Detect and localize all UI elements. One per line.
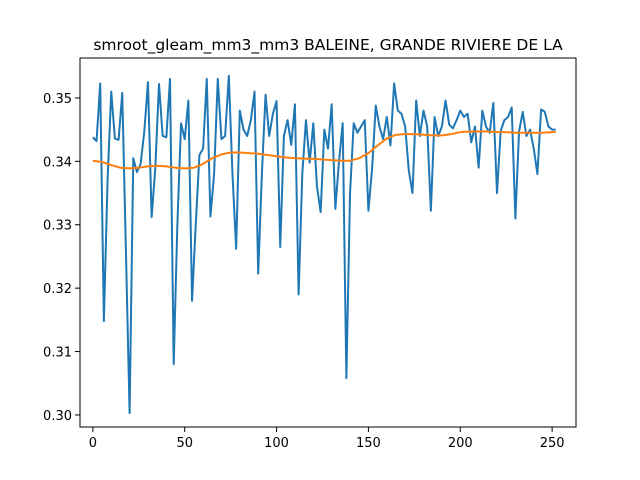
y-tick-label: 0.32 [43, 282, 72, 297]
x-tick-label: 100 [264, 436, 289, 451]
plot-frame [79, 57, 577, 428]
y-tick-label: 0.31 [43, 346, 72, 361]
series-line-2 [92, 130, 556, 170]
y-tick-label: 0.33 [43, 219, 72, 234]
x-tick-label: 250 [540, 436, 565, 451]
x-axis: 0 50 100 150 200 250 [89, 427, 565, 451]
x-tick-label: 50 [176, 436, 193, 451]
y-tick-label: 0.34 [43, 155, 72, 170]
chart-title: smroot_gleam_mm3_mm3 BALEINE, GRANDE RIV… [93, 36, 563, 55]
x-tick-label: 150 [356, 436, 381, 451]
x-tick-label: 0 [89, 436, 97, 451]
y-tick-label: 0.30 [43, 409, 72, 424]
series-line-1 [92, 74, 556, 415]
series-layer [92, 74, 556, 415]
y-axis: 0.30 0.31 0.32 0.33 0.34 0.35 [43, 92, 80, 424]
x-tick-label: 200 [448, 436, 473, 451]
y-tick-label: 0.35 [43, 92, 72, 107]
